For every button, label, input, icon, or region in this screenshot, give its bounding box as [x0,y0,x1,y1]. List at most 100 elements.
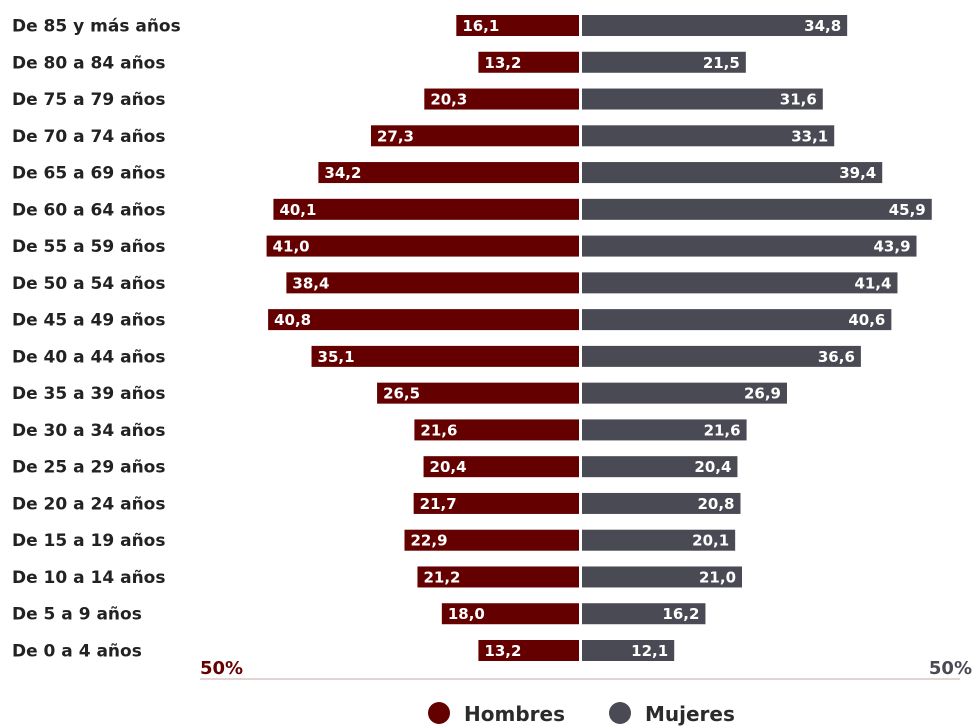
value-label-hombres: 21,2 [423,568,460,586]
bar-hombres [318,162,579,184]
bar-hombres [414,419,579,441]
category-label: De 25 a 29 años [12,458,165,478]
bar-mujeres [582,272,898,294]
bar-hombres [423,456,579,478]
value-label-mujeres: 33,1 [791,127,828,145]
category-label: De 55 a 59 años [12,237,165,257]
bar-mujeres [582,419,747,441]
value-label-hombres: 20,3 [430,91,467,109]
value-label-mujeres: 21,6 [704,421,741,439]
value-label-mujeres: 31,6 [780,91,817,109]
bar-hombres [417,566,579,588]
bar-mujeres [582,529,736,551]
category-label: De 20 a 24 años [12,494,165,514]
bar-mujeres [582,382,787,404]
category-label: De 65 a 69 años [12,164,165,184]
bar-hombres [311,345,579,367]
category-label: De 35 a 39 años [12,384,165,404]
value-label-hombres: 21,7 [420,495,457,513]
bar-hombres [286,272,579,294]
value-label-hombres: 13,2 [484,642,521,660]
category-label: De 80 a 84 años [12,53,165,73]
category-label: De 40 a 44 años [12,347,165,367]
value-label-mujeres: 20,8 [697,495,734,513]
category-label: De 75 a 79 años [12,90,165,110]
bar-hombres [456,15,579,36]
value-label-mujeres: 21,0 [699,568,736,586]
value-label-hombres: 22,9 [411,532,448,550]
bar-hombres [424,88,579,110]
bar-hombres [413,492,579,514]
bar-mujeres [582,15,848,36]
bar-mujeres [582,640,675,661]
value-label-hombres: 38,4 [292,274,329,292]
value-label-hombres: 34,2 [324,164,361,182]
value-label-mujeres: 16,2 [662,605,699,623]
value-label-hombres: 35,1 [318,348,355,366]
legend-label-mujeres: Mujeres [645,702,735,726]
bar-hombres [478,640,579,661]
bars [266,15,932,661]
category-label: De 85 y más años [12,17,181,37]
bar-mujeres [582,492,741,514]
category-label: De 50 a 54 años [12,274,165,294]
category-labels: De 85 y más años De 80 a 84 años De 75 a 7… [12,17,181,662]
category-label: De 30 a 34 años [12,421,165,441]
legend-label-hombres: Hombres [464,702,565,726]
bar-mujeres [582,51,746,73]
legend: Hombres Mujeres [428,702,735,726]
value-label-hombres: 26,5 [383,385,420,403]
value-label-mujeres: 20,1 [692,532,729,550]
axis: 50% 50% [200,658,972,680]
value-label-hombres: 20,4 [430,458,467,476]
value-label-mujeres: 43,9 [874,238,911,256]
bar-mujeres [582,198,932,220]
bar-mujeres [582,162,883,184]
value-label-mujeres: 20,4 [694,458,731,476]
value-label-mujeres: 39,4 [839,164,876,182]
value-label-hombres: 18,0 [448,605,485,623]
axis-left-label: 50% [200,658,243,679]
bar-mujeres [582,603,706,625]
value-label-hombres: 27,3 [377,127,414,145]
legend-marker-hombres [428,702,450,724]
bar-mujeres [582,125,835,147]
category-label: De 10 a 14 años [12,568,165,588]
bar-mujeres [582,309,892,331]
bar-mujeres [582,88,823,110]
value-label-hombres: 16,1 [462,17,499,35]
bar-hombres [404,529,579,551]
category-label: De 70 a 74 años [12,127,165,147]
value-label-mujeres: 40,6 [848,311,885,329]
value-label-mujeres: 41,4 [854,274,891,292]
legend-marker-mujeres [609,702,631,724]
category-label: De 5 a 9 años [12,605,142,625]
value-label-mujeres: 12,1 [631,642,668,660]
bar-hombres [441,603,579,625]
value-label-hombres: 40,1 [279,201,316,219]
value-label-mujeres: 36,6 [818,348,855,366]
value-label-mujeres: 45,9 [889,201,926,219]
value-label-mujeres: 26,9 [744,385,781,403]
bar-mujeres [582,345,861,367]
bar-hombres [268,309,579,331]
bar-hombres [377,382,579,404]
value-label-hombres: 40,8 [274,311,311,329]
value-label-mujeres: 21,5 [703,54,740,72]
bar-hombres [370,125,579,147]
category-label: De 60 a 64 años [12,200,165,220]
value-label-mujeres: 34,8 [804,17,841,35]
bar-mujeres [582,456,738,478]
axis-right-label: 50% [929,658,972,679]
category-label: De 0 a 4 años [12,642,142,662]
value-label-hombres: 41,0 [273,238,310,256]
bar-mujeres [582,235,917,257]
value-labels: 16,1 34,8 13,2 21,5 20,3 31,6 27,3 33,1 34,2 39,4… [273,17,926,660]
bar-hombres [478,51,579,73]
category-label: De 15 a 19 años [12,531,165,551]
value-label-hombres: 21,6 [420,421,457,439]
bar-hombres [273,198,579,220]
bar-hombres [266,235,579,257]
category-label: De 45 a 49 años [12,311,165,331]
